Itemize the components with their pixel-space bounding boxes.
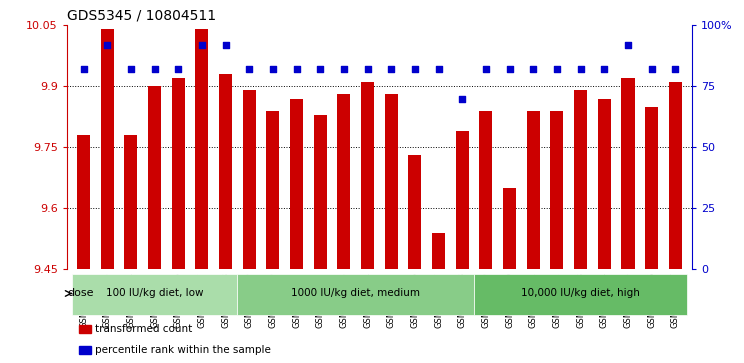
Point: [362, 66, 373, 72]
Bar: [338, 94, 350, 269]
Point: [598, 66, 610, 72]
Point: [196, 42, 208, 48]
Bar: [598, 98, 611, 269]
Text: GDS5345 / 10804511: GDS5345 / 10804511: [67, 9, 216, 23]
Bar: [266, 111, 280, 269]
Bar: [124, 135, 138, 269]
Bar: [527, 111, 540, 269]
Bar: [503, 188, 516, 269]
FancyBboxPatch shape: [71, 274, 237, 315]
Point: [267, 66, 279, 72]
Text: percentile rank within the sample: percentile rank within the sample: [95, 345, 271, 355]
Point: [338, 66, 350, 72]
Point: [670, 66, 682, 72]
Point: [291, 66, 303, 72]
Bar: [645, 107, 658, 269]
Bar: [361, 82, 374, 269]
Bar: [243, 90, 256, 269]
Bar: [385, 94, 398, 269]
Point: [622, 42, 634, 48]
Bar: [479, 111, 493, 269]
Point: [646, 66, 658, 72]
Point: [551, 66, 563, 72]
Text: 10,000 IU/kg diet, high: 10,000 IU/kg diet, high: [522, 289, 640, 298]
Bar: [669, 82, 682, 269]
Bar: [80, 325, 91, 333]
Point: [409, 66, 421, 72]
Text: 100 IU/kg diet, low: 100 IU/kg diet, low: [106, 289, 203, 298]
Bar: [551, 111, 563, 269]
Point: [574, 66, 586, 72]
Point: [456, 95, 468, 101]
Bar: [408, 155, 421, 269]
Bar: [314, 115, 327, 269]
Bar: [77, 135, 90, 269]
Point: [527, 66, 539, 72]
Bar: [196, 29, 208, 269]
Bar: [219, 74, 232, 269]
Bar: [456, 131, 469, 269]
Point: [101, 42, 113, 48]
Bar: [80, 346, 91, 354]
Point: [385, 66, 397, 72]
Bar: [290, 98, 303, 269]
FancyBboxPatch shape: [237, 274, 474, 315]
Point: [173, 66, 185, 72]
Point: [219, 42, 231, 48]
Bar: [100, 29, 114, 269]
Text: 1000 IU/kg diet, medium: 1000 IU/kg diet, medium: [291, 289, 420, 298]
Text: transformed count: transformed count: [95, 324, 193, 334]
Bar: [148, 86, 161, 269]
FancyBboxPatch shape: [474, 274, 687, 315]
Bar: [574, 90, 587, 269]
Point: [243, 66, 255, 72]
Text: dose: dose: [68, 289, 94, 298]
Point: [77, 66, 89, 72]
Bar: [432, 233, 445, 269]
Point: [314, 66, 326, 72]
Point: [149, 66, 161, 72]
Point: [433, 66, 445, 72]
Point: [504, 66, 516, 72]
Point: [480, 66, 492, 72]
Bar: [621, 78, 635, 269]
Point: [125, 66, 137, 72]
Bar: [172, 78, 185, 269]
